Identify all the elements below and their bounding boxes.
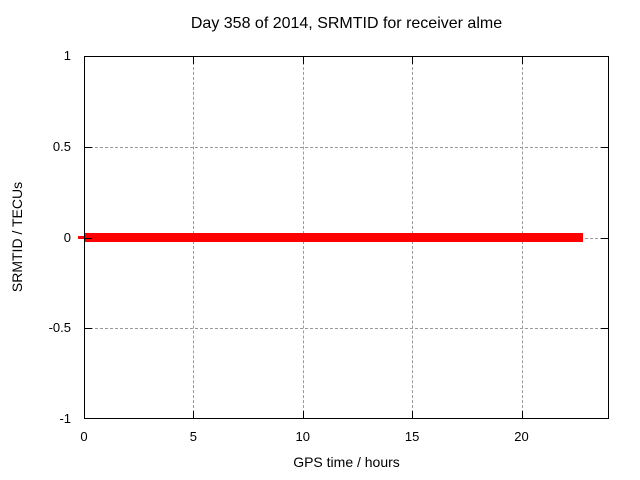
x-tick-label: 10 (295, 429, 310, 444)
x-tick-mark-bottom (412, 411, 414, 418)
y-tick-label: 0.5 (52, 138, 71, 154)
x-tick-mark-top (412, 57, 414, 64)
y-tick-mark-right (601, 146, 608, 148)
y-tick-mark-right (601, 237, 608, 239)
chart-title: Day 358 of 2014, SRMTID for receiver alm… (190, 15, 503, 32)
data-series-line (84, 233, 583, 242)
y-tick-label: -0.5 (48, 320, 71, 336)
x-axis-label: GPS time / hours (293, 454, 400, 470)
y-tick-label: -1 (59, 411, 71, 426)
x-tick-label: 5 (189, 429, 197, 444)
x-tick-mark-top (193, 57, 195, 64)
y-tick-label: 0 (63, 229, 71, 245)
x-tick-label: 20 (514, 429, 529, 444)
plot-area-border (84, 56, 609, 419)
series-left-cap (78, 236, 84, 239)
y-gridline (85, 328, 608, 330)
x-tick-label: 15 (404, 429, 420, 444)
x-tick-mark-top (521, 57, 523, 64)
x-tick-mark-bottom (302, 411, 304, 418)
y-tick-mark-left (85, 146, 92, 148)
x-tick-mark-bottom (521, 411, 523, 418)
x-tick-mark-bottom (193, 411, 195, 418)
y-gridline (85, 146, 608, 148)
y-tick-mark-left (85, 237, 92, 239)
x-tick-mark-top (302, 57, 304, 64)
y-tick-label: 1 (63, 48, 71, 63)
y-tick-mark-right (601, 328, 608, 330)
y-tick-mark-left (85, 328, 92, 330)
x-tick-label: 0 (80, 429, 88, 444)
